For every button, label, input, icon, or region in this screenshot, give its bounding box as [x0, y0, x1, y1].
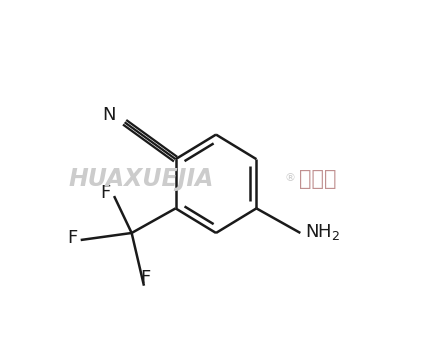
Text: F: F — [140, 270, 151, 287]
Text: F: F — [100, 183, 111, 202]
Text: F: F — [68, 229, 78, 247]
Text: 化学加: 化学加 — [299, 169, 336, 188]
Text: ®: ® — [285, 174, 295, 183]
Text: HUAXUEJIA: HUAXUEJIA — [68, 166, 214, 191]
Text: NH$_2$: NH$_2$ — [305, 222, 340, 242]
Text: N: N — [102, 106, 116, 124]
